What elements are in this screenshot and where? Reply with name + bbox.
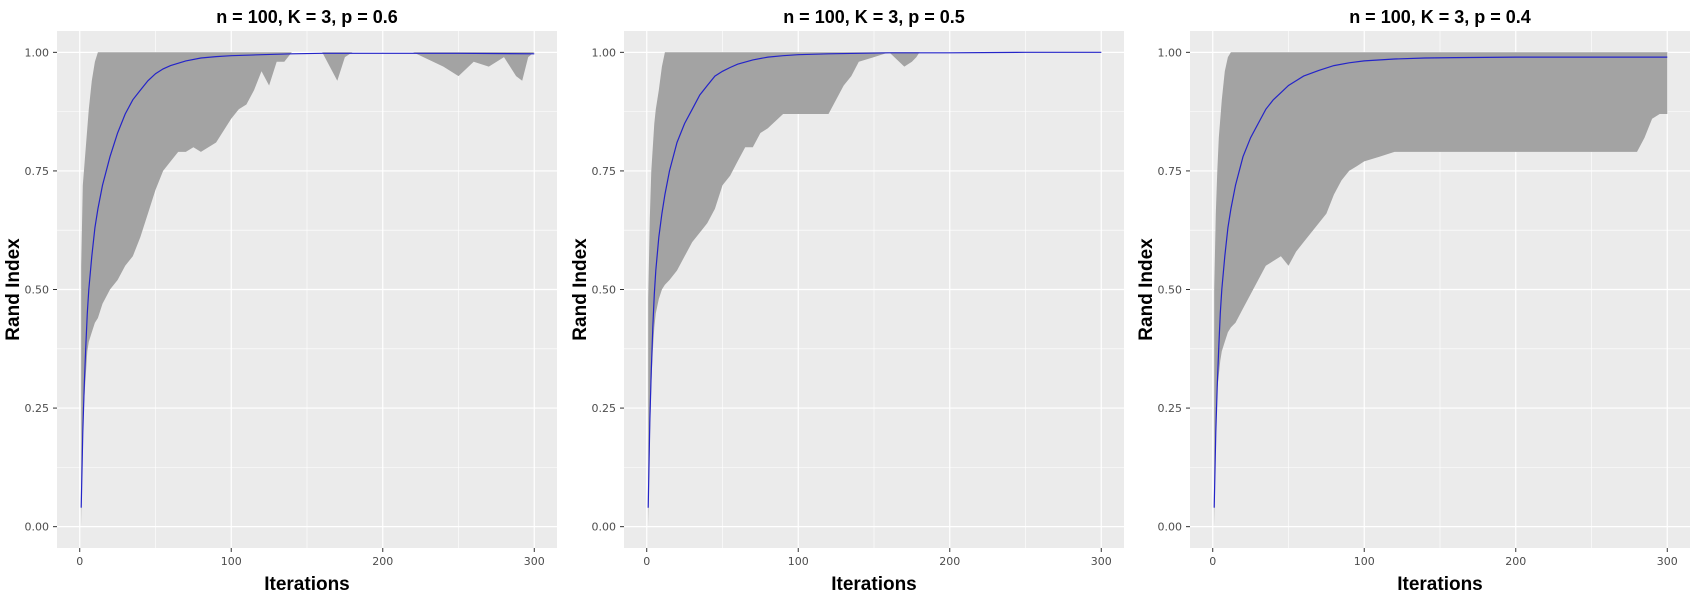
chart-panel-2: 0.00 0.25 0.50 0.75 1.00 0 100 200 300 n = 100, K… xyxy=(570,7,1124,595)
y-tick-label: 0.75 xyxy=(592,165,617,178)
x-tick-label: 200 xyxy=(939,555,960,568)
x-axis-title: Iterations xyxy=(264,574,350,595)
y-axis-title: Rand Index xyxy=(3,238,24,341)
y-axis-title: Rand Index xyxy=(1136,238,1157,341)
x-tick-label: 200 xyxy=(372,555,393,568)
y-tick-label: 0.25 xyxy=(1158,402,1183,415)
y-tick-label: 1.00 xyxy=(1158,46,1183,59)
x-tick-label: 0 xyxy=(643,555,650,568)
y-tick-label: 0.00 xyxy=(1158,521,1183,534)
x-tick-label: 300 xyxy=(524,555,545,568)
x-axis-title: Iterations xyxy=(1397,574,1483,595)
y-tick-label: 0.50 xyxy=(592,284,617,297)
x-tick-label: 100 xyxy=(1354,555,1375,568)
x-tick-label: 300 xyxy=(1091,555,1112,568)
x-tick-label: 300 xyxy=(1657,555,1678,568)
y-tick-label: 0.00 xyxy=(592,521,617,534)
range-band-area xyxy=(81,52,535,527)
chart-panel-1: 0.00 0.25 0.50 0.75 1.00 0 100 200 300 n = 100, K… xyxy=(3,7,557,595)
y-tick-label: 0.75 xyxy=(1158,165,1183,178)
y-axis-title: Rand Index xyxy=(570,238,591,341)
chart-title: n = 100, K = 3, p = 0.4 xyxy=(1349,7,1531,27)
mean-line xyxy=(1213,56,1668,508)
y-tick-label: 0.25 xyxy=(25,402,50,415)
x-tick-label: 0 xyxy=(1209,555,1216,568)
chart-title: n = 100, K = 3, p = 0.5 xyxy=(783,7,965,27)
x-axis-title: Iterations xyxy=(831,574,917,595)
y-tick-label: 0.75 xyxy=(25,165,50,178)
y-tick-label: 1.00 xyxy=(25,46,50,59)
x-tick-label: 0 xyxy=(76,555,83,568)
chart-title: n = 100, K = 3, p = 0.6 xyxy=(216,7,398,27)
x-tick-label: 100 xyxy=(788,555,809,568)
mean-line xyxy=(80,52,535,508)
y-tick-label: 0.25 xyxy=(592,402,617,415)
range-band-area xyxy=(648,52,1102,527)
y-tick-label: 0.50 xyxy=(25,284,50,297)
x-tick-label: 200 xyxy=(1505,555,1526,568)
y-tick-label: 0.50 xyxy=(1158,284,1183,297)
chart-panel-3: 0.00 0.25 0.50 0.75 1.00 0 100 200 300 n = 100, K… xyxy=(1136,7,1690,595)
y-tick-label: 0.00 xyxy=(25,521,50,534)
y-tick-label: 1.00 xyxy=(592,46,617,59)
x-tick-label: 100 xyxy=(221,555,242,568)
range-band-area xyxy=(1214,52,1668,527)
mean-line xyxy=(647,51,1102,508)
